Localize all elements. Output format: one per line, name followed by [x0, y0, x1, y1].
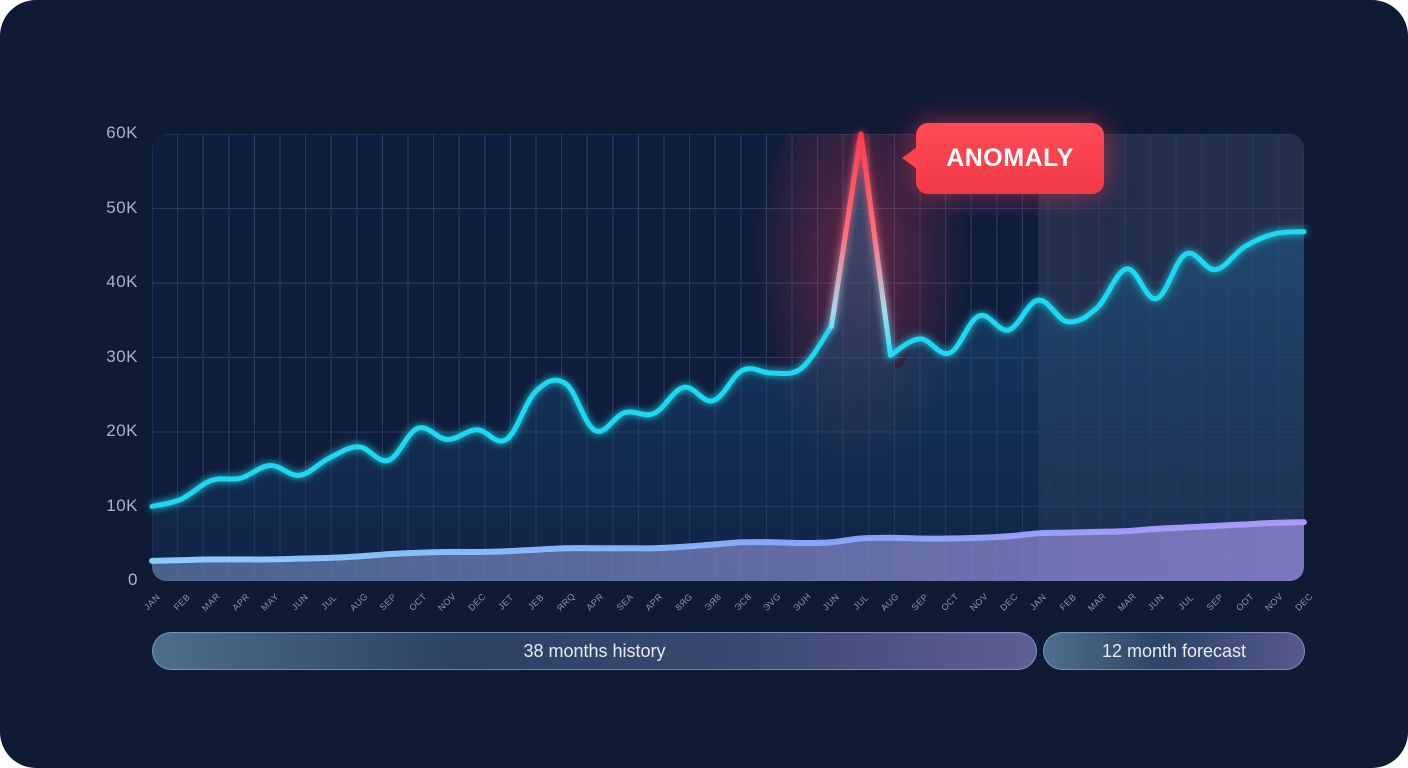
history-label: 38 months history — [523, 640, 666, 661]
callout-pointer-icon — [902, 147, 917, 169]
y-tick-label: 50K — [106, 197, 138, 217]
y-tick-label: 30K — [106, 346, 138, 366]
forecast-range-pill: 12 month forecast — [1043, 632, 1305, 670]
y-tick-label: 40K — [106, 272, 138, 291]
y-tick-label: 20K — [106, 421, 138, 440]
anomaly-callout: ANOMALY — [902, 123, 1104, 194]
y-tick-label: 10K — [106, 495, 138, 515]
forecast-label: 12 month forecast — [1101, 640, 1247, 661]
y-tick-label: 0 — [128, 570, 138, 589]
anomaly-label: ANOMALY — [946, 144, 1074, 172]
y-tick-label: 60K — [106, 123, 138, 142]
history-range-pill: 38 months history — [152, 632, 1037, 670]
